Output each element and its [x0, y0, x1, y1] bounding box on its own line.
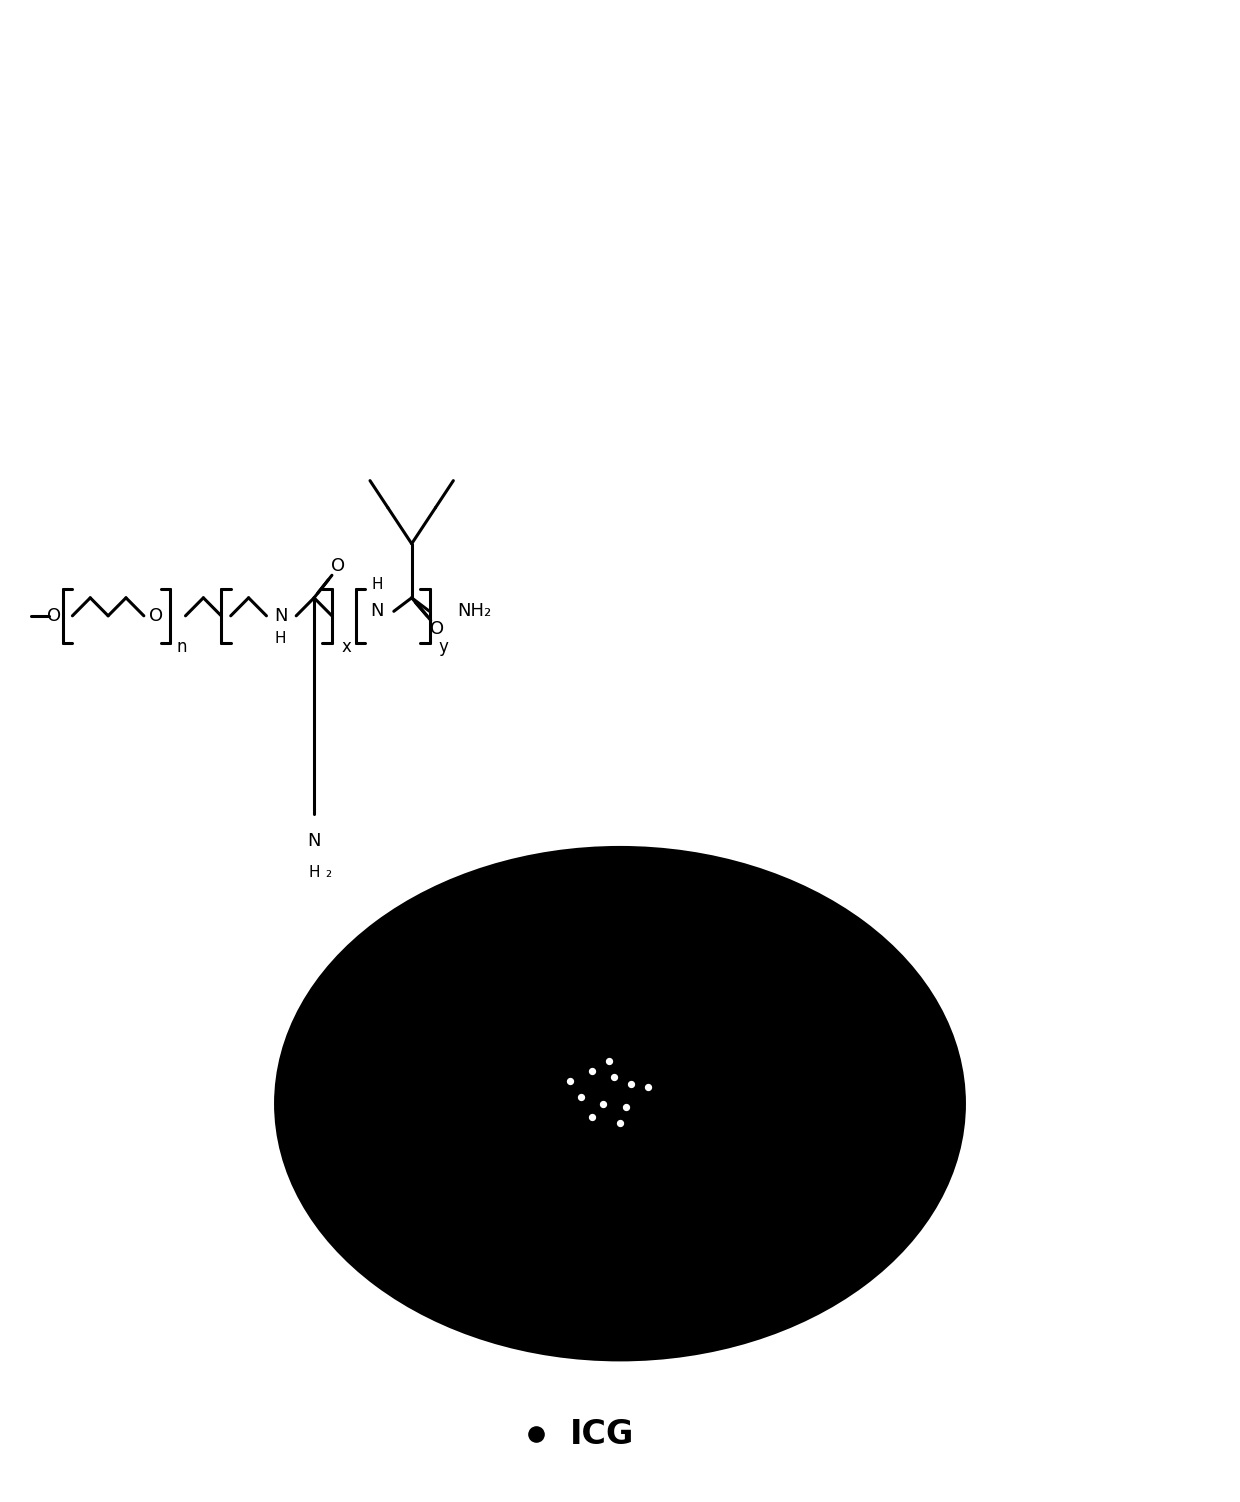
Point	[526, 1422, 546, 1446]
Ellipse shape	[274, 846, 966, 1361]
Point	[616, 1095, 636, 1119]
Text: NH₂: NH₂	[458, 602, 492, 620]
Text: N: N	[274, 607, 288, 625]
Text: n: n	[176, 638, 187, 656]
Text: O: O	[149, 607, 162, 625]
Text: H: H	[275, 631, 286, 646]
Text: x: x	[341, 638, 351, 656]
Point	[605, 1065, 625, 1089]
Point	[570, 1084, 591, 1108]
Point	[559, 1068, 579, 1092]
Point	[583, 1105, 603, 1130]
Point	[583, 1059, 603, 1083]
Text: O: O	[429, 620, 444, 638]
Text: ₂: ₂	[325, 865, 331, 880]
Text: N: N	[308, 832, 321, 850]
Point	[610, 1111, 630, 1136]
Text: H: H	[372, 577, 383, 592]
Text: O: O	[47, 607, 62, 625]
Text: ICG: ICG	[569, 1418, 634, 1451]
Point	[599, 1048, 619, 1072]
Text: O: O	[331, 557, 345, 575]
Point	[639, 1075, 658, 1099]
Text: PEG-PLL-PLLeu: PEG-PLL-PLLeu	[443, 892, 797, 934]
Point	[593, 1092, 613, 1116]
Point	[621, 1072, 641, 1096]
Text: H: H	[309, 865, 320, 880]
Text: y: y	[439, 638, 449, 656]
Text: N: N	[371, 602, 384, 620]
